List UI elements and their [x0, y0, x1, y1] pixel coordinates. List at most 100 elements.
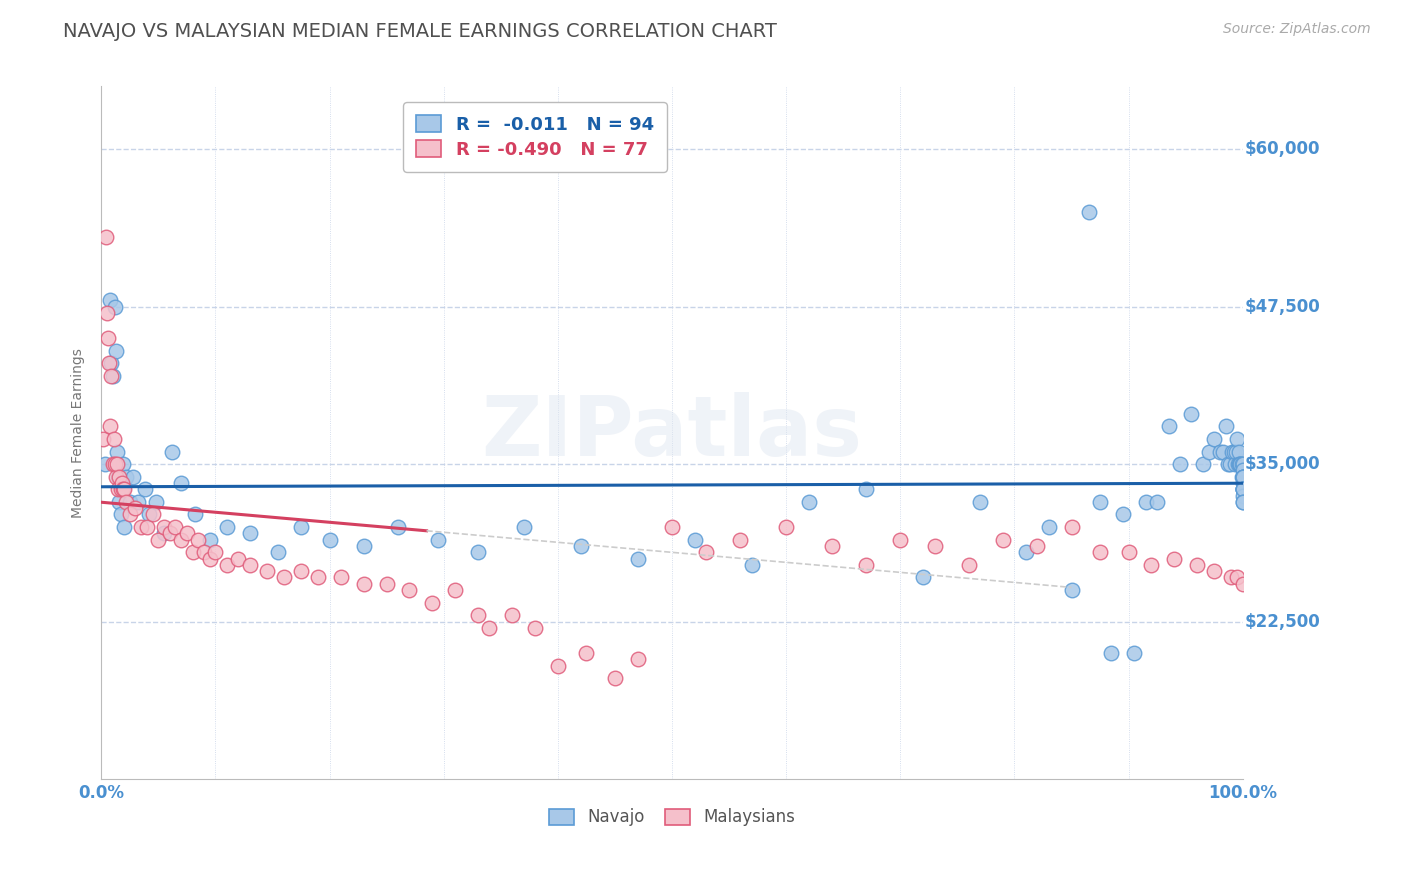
Point	[603, 671, 626, 685]
Point	[93, 432, 115, 446]
Point	[181, 545, 204, 559]
Point	[1157, 419, 1180, 434]
Point	[138, 508, 160, 522]
Point	[627, 652, 650, 666]
Point	[1215, 419, 1237, 434]
Point	[524, 621, 547, 635]
Point	[100, 368, 122, 383]
Point	[159, 526, 181, 541]
Point	[1232, 495, 1254, 509]
Point	[1232, 469, 1254, 483]
Point	[683, 533, 706, 547]
Point	[575, 646, 598, 660]
Point	[104, 457, 127, 471]
Point	[1225, 444, 1247, 458]
Y-axis label: Median Female Earnings: Median Female Earnings	[72, 348, 86, 517]
Point	[101, 368, 124, 383]
Point	[1222, 444, 1244, 458]
Point	[118, 508, 141, 522]
Point	[187, 533, 209, 547]
Point	[108, 469, 131, 483]
Point	[105, 444, 128, 458]
Text: NAVAJO VS MALAYSIAN MEDIAN FEMALE EARNINGS CORRELATION CHART: NAVAJO VS MALAYSIAN MEDIAN FEMALE EARNIN…	[63, 22, 778, 41]
Point	[1198, 444, 1220, 458]
Point	[1038, 520, 1060, 534]
Point	[1232, 576, 1254, 591]
Point	[775, 520, 797, 534]
Point	[98, 419, 121, 434]
Point	[821, 539, 844, 553]
Point	[855, 558, 877, 572]
Point	[153, 526, 176, 541]
Point	[290, 564, 312, 578]
Text: $22,500: $22,500	[1246, 613, 1320, 631]
Point	[111, 457, 134, 471]
Point	[1232, 489, 1254, 503]
Point	[912, 570, 935, 584]
Point	[627, 551, 650, 566]
Point	[1223, 457, 1246, 471]
Point	[1227, 457, 1250, 471]
Point	[1216, 457, 1239, 471]
Point	[105, 457, 128, 471]
Point	[94, 230, 117, 244]
Point	[193, 545, 215, 559]
Point	[1232, 483, 1254, 497]
Point	[991, 533, 1014, 547]
Point	[478, 621, 501, 635]
Text: ZIPatlas: ZIPatlas	[481, 392, 862, 473]
Legend: Navajo, Malaysians: Navajo, Malaysians	[543, 802, 801, 833]
Text: $47,500: $47,500	[1246, 298, 1320, 316]
Point	[1135, 495, 1157, 509]
Point	[100, 356, 122, 370]
Point	[353, 539, 375, 553]
Point	[1209, 444, 1232, 458]
Point	[215, 520, 238, 534]
Point	[1232, 495, 1254, 509]
Point	[569, 539, 592, 553]
Point	[353, 576, 375, 591]
Point	[1185, 558, 1208, 572]
Point	[1088, 545, 1111, 559]
Point	[307, 570, 329, 584]
Point	[1123, 646, 1146, 660]
Point	[1232, 469, 1254, 483]
Text: Source: ZipAtlas.com: Source: ZipAtlas.com	[1223, 22, 1371, 37]
Point	[387, 520, 409, 534]
Point	[1232, 469, 1254, 483]
Point	[111, 483, 134, 497]
Point	[329, 570, 352, 584]
Point	[547, 658, 569, 673]
Point	[924, 539, 946, 553]
Point	[1229, 457, 1251, 471]
Point	[1015, 545, 1038, 559]
Point	[1232, 483, 1254, 497]
Point	[420, 596, 443, 610]
Point	[730, 533, 752, 547]
Point	[1077, 205, 1099, 219]
Point	[1168, 457, 1191, 471]
Point	[318, 533, 340, 547]
Point	[375, 576, 398, 591]
Point	[142, 508, 165, 522]
Text: $35,000: $35,000	[1246, 455, 1320, 473]
Point	[1101, 646, 1123, 660]
Point	[98, 356, 121, 370]
Point	[1232, 469, 1254, 483]
Point	[1060, 520, 1083, 534]
Point	[1219, 457, 1241, 471]
Point	[1146, 495, 1168, 509]
Point	[1232, 483, 1254, 497]
Point	[1226, 432, 1249, 446]
Point	[512, 520, 534, 534]
Point	[427, 533, 450, 547]
Point	[108, 495, 131, 509]
Point	[444, 582, 467, 597]
Point	[1026, 539, 1049, 553]
Point	[1226, 570, 1249, 584]
Point	[98, 293, 121, 308]
Point	[239, 558, 262, 572]
Point	[1140, 558, 1163, 572]
Point	[184, 508, 207, 522]
Point	[110, 483, 132, 497]
